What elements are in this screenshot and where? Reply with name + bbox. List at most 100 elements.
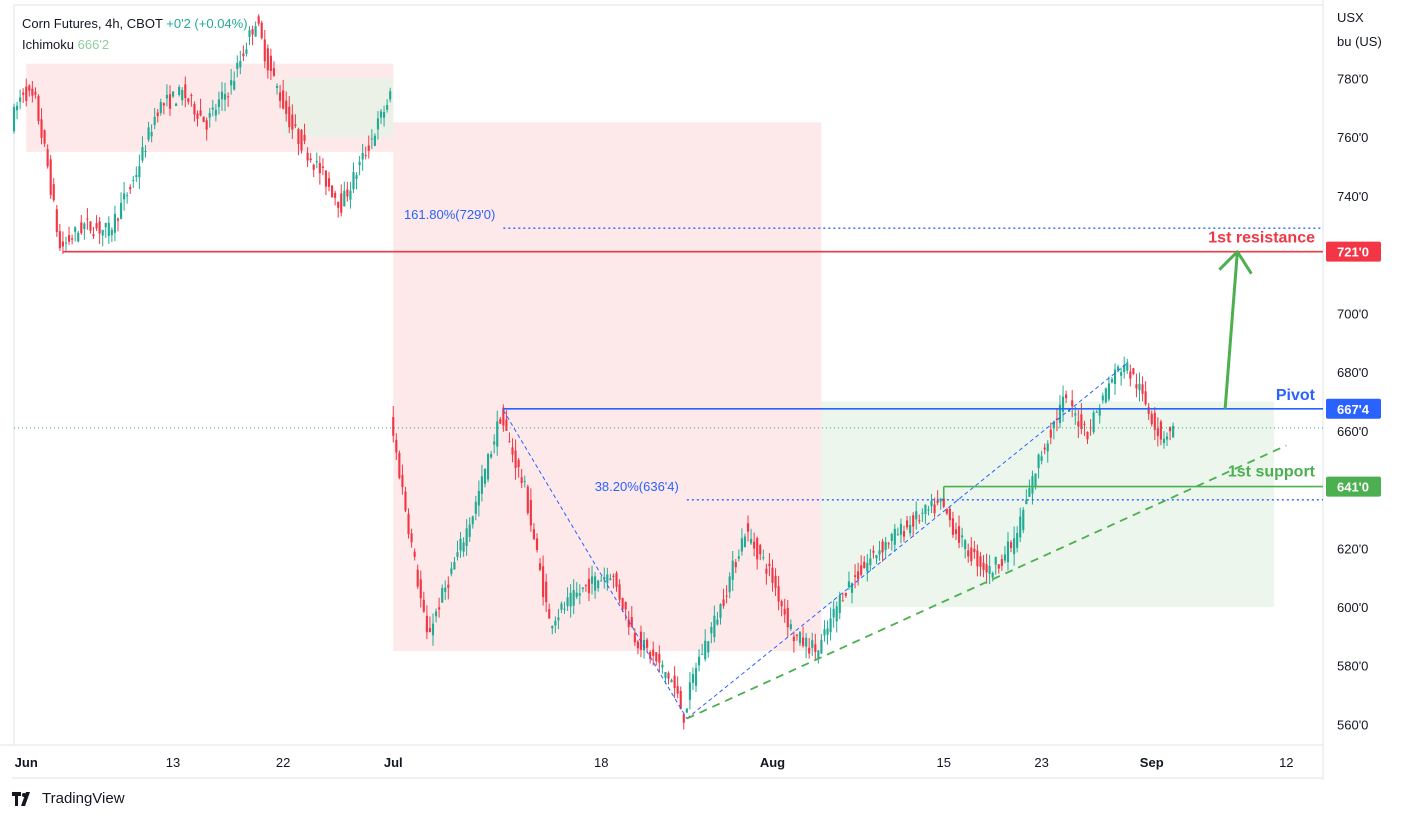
candle-body [126, 195, 129, 197]
candle-body [893, 528, 896, 545]
candle-body [535, 538, 539, 550]
candle-body [545, 581, 548, 603]
candle-body [517, 459, 520, 468]
candle-body [713, 615, 716, 638]
candle-body [303, 134, 306, 141]
candle-body [217, 99, 220, 107]
candle-body [15, 105, 19, 111]
candle-body [1049, 429, 1052, 438]
candle-body [850, 583, 854, 593]
candle-body [728, 576, 731, 593]
candle-body [618, 584, 621, 600]
level-price-label: 641'0 [1337, 480, 1369, 495]
candle-body [661, 664, 664, 668]
candle-body [480, 476, 484, 494]
level-price-badge [1326, 476, 1381, 497]
candle-body [245, 49, 248, 54]
candle-body [630, 617, 633, 627]
candle-body [762, 557, 765, 559]
candle-body [667, 673, 670, 679]
candle-body [248, 30, 251, 37]
candle-body [976, 550, 979, 567]
candle-body [884, 541, 887, 550]
candle-body [425, 615, 428, 633]
candle-body [367, 145, 370, 151]
candle-body [587, 578, 591, 594]
candle-body [40, 119, 43, 138]
candle-body [392, 417, 395, 436]
candle-body [909, 524, 912, 534]
candle-body [655, 652, 658, 662]
candle-body [370, 138, 373, 140]
x-tick-label: 23 [1034, 755, 1048, 770]
candle-body [682, 714, 685, 723]
candle-body [77, 232, 80, 242]
candle-body [863, 561, 866, 569]
candle-body [597, 580, 600, 589]
legend-symbol-row: Corn Futures, 4h, CBOT +0'2 (+0.04%) [22, 13, 248, 34]
candle-body [220, 91, 224, 100]
candle-body [334, 192, 337, 198]
candle-body [199, 110, 202, 116]
candle-body [61, 241, 65, 247]
candle-body [178, 87, 181, 95]
candle-body [829, 618, 832, 633]
candle-body [1107, 383, 1110, 400]
candle-body [566, 597, 569, 607]
candle-body [327, 178, 331, 187]
candle-body [1132, 368, 1135, 374]
candle-body [1095, 411, 1098, 413]
chart-legend: Corn Futures, 4h, CBOT +0'2 (+0.04%) Ich… [22, 13, 248, 55]
candle-body [321, 166, 324, 168]
candle-body [462, 542, 465, 552]
candle-body [346, 189, 349, 197]
candle-body [416, 569, 419, 587]
candle-body [847, 581, 851, 588]
candle-body [676, 686, 679, 694]
y-tick-label: 620'0 [1337, 541, 1368, 556]
candle-body [948, 508, 951, 521]
candle-body [1141, 384, 1144, 394]
candle-body [1153, 412, 1156, 430]
candle-body [924, 504, 927, 514]
candle-body [116, 218, 120, 221]
candle-body [340, 193, 343, 213]
candle-body [964, 540, 967, 550]
candle-body [572, 590, 575, 606]
candle-body [193, 103, 196, 115]
ichimoku-cloud-bearish [393, 122, 822, 652]
candle-body [905, 520, 909, 528]
x-tick-label: 12 [1279, 755, 1293, 770]
y-tick-label: 560'0 [1337, 717, 1368, 732]
fib-swing-line [686, 362, 1128, 719]
candle-body [777, 586, 780, 602]
tradingview-branding[interactable]: TradingView [12, 790, 125, 807]
candle-body [532, 529, 536, 540]
symbol-label[interactable]: Corn Futures, 4h, CBOT [22, 16, 163, 31]
candle-body [202, 116, 205, 123]
candle-body [1034, 473, 1037, 488]
candle-body [205, 120, 208, 130]
candle-body [181, 90, 184, 101]
candle-body [190, 95, 193, 97]
candle-body [961, 535, 964, 538]
candle-body [1159, 421, 1162, 440]
candle-body [46, 149, 49, 167]
candle-body [162, 103, 165, 106]
candle-body [227, 96, 230, 98]
indicator-label[interactable]: Ichimoku [22, 37, 75, 52]
candle-body [422, 599, 425, 612]
candle-body [25, 86, 28, 101]
candle-body [171, 91, 175, 97]
candle-body [83, 223, 86, 229]
candle-body [1016, 533, 1019, 548]
candle-body [196, 113, 199, 119]
candle-body [1135, 384, 1138, 389]
candle-body [685, 708, 688, 713]
candle-body [376, 118, 380, 130]
candle-body [113, 213, 116, 233]
candle-body [936, 500, 939, 503]
candle-body [795, 634, 799, 636]
candle-body [490, 454, 493, 458]
